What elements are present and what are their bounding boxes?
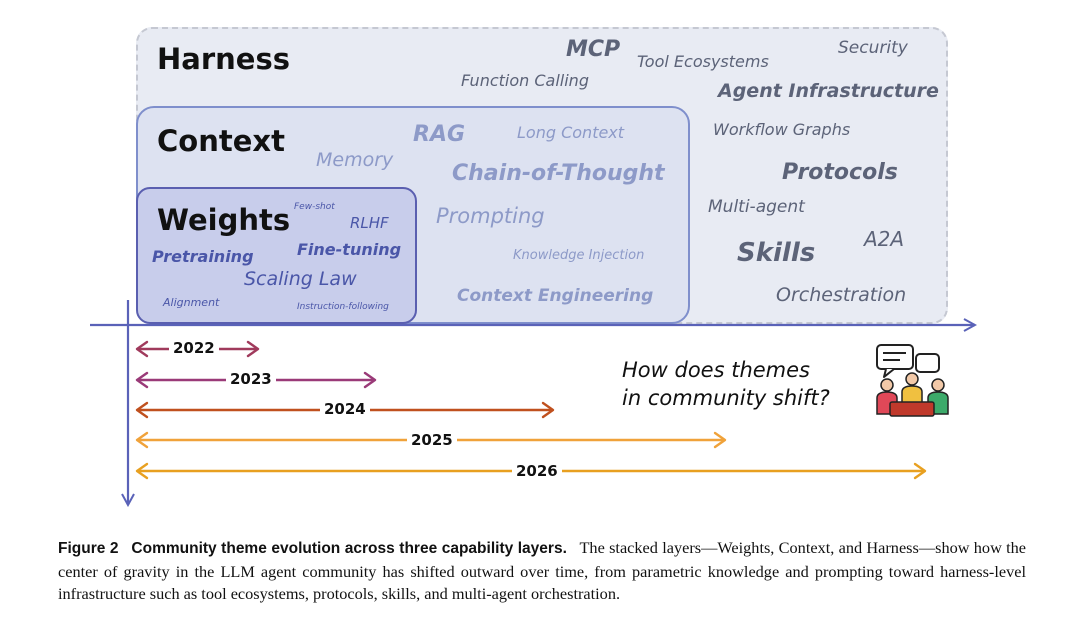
question-line-2: in community shift? bbox=[622, 386, 830, 410]
term-few-shot: Few-shot bbox=[294, 202, 335, 212]
term-prompting: Prompting bbox=[436, 204, 545, 228]
term-mcp: MCP bbox=[566, 37, 621, 62]
arrowhead-right-2026 bbox=[913, 462, 927, 480]
term-memory: Memory bbox=[316, 149, 394, 171]
term-skills: Skills bbox=[737, 238, 816, 268]
weights-layer bbox=[136, 187, 417, 324]
term-security: Security bbox=[838, 38, 908, 58]
term-rag: RAG bbox=[413, 122, 466, 147]
year-label-2025: 2025 bbox=[407, 433, 457, 448]
term-workflow-graphs: Workflow Graphs bbox=[713, 120, 851, 139]
term-orchestration: Orchestration bbox=[776, 284, 907, 306]
term-tool-ecosystems: Tool Ecosystems bbox=[637, 52, 769, 71]
arrowhead-left-2026 bbox=[135, 462, 149, 480]
caption-label: Figure 2 bbox=[58, 540, 119, 557]
term-multi-agent: Multi-agent bbox=[708, 197, 805, 217]
year-label-2023: 2023 bbox=[226, 372, 276, 387]
term-function-calling: Function Calling bbox=[461, 71, 589, 90]
caption-body: The stacked layers—Weights, Context, and… bbox=[58, 538, 1027, 603]
weights-title: Weights bbox=[157, 203, 291, 237]
question-text: How does themes in community shift? bbox=[622, 356, 830, 412]
term-agent-infrastructure: Agent Infrastructure bbox=[718, 80, 939, 102]
term-chain-of-thought: Chain-of-Thought bbox=[452, 161, 665, 186]
context-title: Context bbox=[157, 124, 285, 158]
term-scaling-law: Scaling Law bbox=[244, 268, 357, 290]
arrowhead-right-2022 bbox=[246, 340, 260, 358]
arrowhead-left-2022 bbox=[135, 340, 149, 358]
term-rlhf: RLHF bbox=[350, 214, 389, 232]
term-protocols: Protocols bbox=[782, 160, 898, 185]
arrowhead-right-2023 bbox=[363, 371, 377, 389]
caption-title: Community theme evolution across three c… bbox=[131, 540, 567, 557]
figure-caption: Figure 2 Community theme evolution acros… bbox=[58, 537, 1026, 606]
year-label-2024: 2024 bbox=[320, 402, 370, 417]
arrowhead-left-2025 bbox=[135, 431, 149, 449]
year-label-2026: 2026 bbox=[512, 464, 562, 479]
harness-title: Harness bbox=[157, 42, 290, 76]
term-a2a: A2A bbox=[864, 227, 905, 251]
term-context-engineering: Context Engineering bbox=[457, 286, 654, 306]
year-label-2022: 2022 bbox=[169, 341, 219, 356]
arrowhead-left-2024 bbox=[135, 401, 149, 419]
term-pretraining: Pretraining bbox=[152, 247, 254, 266]
term-instruction-following: Instruction-following bbox=[297, 302, 389, 312]
arrowhead-left-2023 bbox=[135, 371, 149, 389]
term-alignment: Alignment bbox=[163, 296, 220, 309]
question-line-1: How does themes bbox=[622, 358, 810, 382]
term-fine-tuning: Fine-tuning bbox=[297, 240, 402, 259]
term-long-context: Long Context bbox=[517, 123, 625, 142]
arrowhead-right-2024 bbox=[541, 401, 555, 419]
arrowhead-right-2025 bbox=[713, 431, 727, 449]
term-knowledge-injection: Knowledge Injection bbox=[513, 248, 645, 263]
